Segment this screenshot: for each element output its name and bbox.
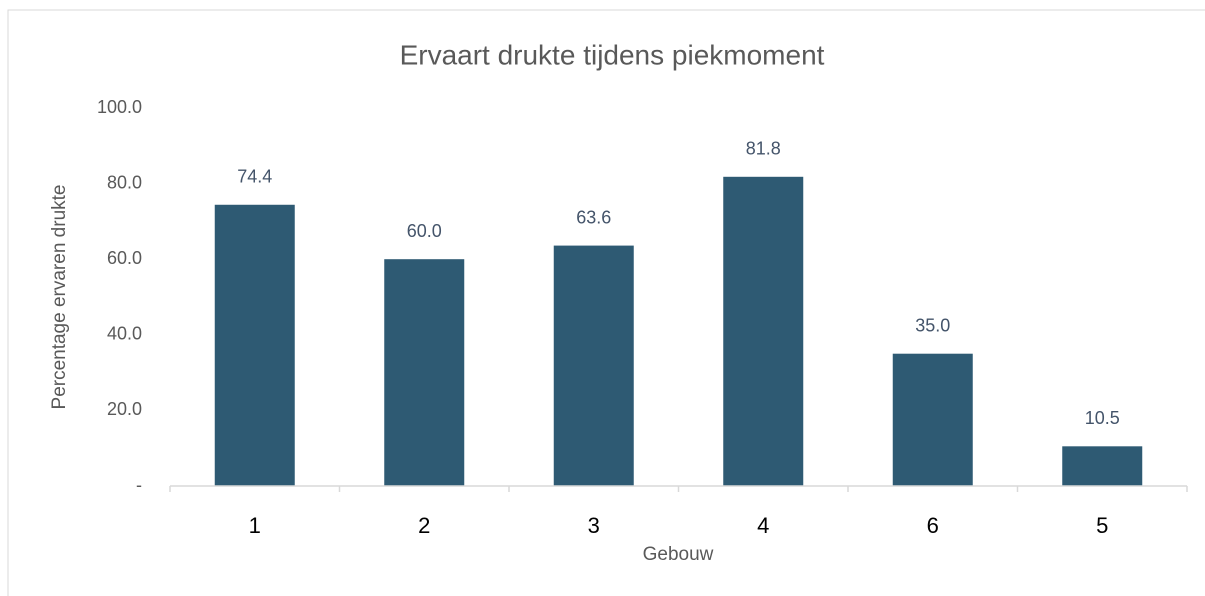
bar: [553, 245, 634, 486]
y-tick-label: 100.0: [97, 97, 142, 117]
y-axis-label: Percentage ervaren drukte: [49, 185, 70, 410]
x-tick-label: 4: [757, 513, 769, 538]
x-axis-label: Gebouw: [643, 544, 714, 565]
bar: [723, 176, 804, 486]
x-tick-label: 5: [1096, 513, 1108, 538]
y-tick-label: -: [136, 475, 142, 495]
data-label: 60.0: [407, 221, 442, 241]
x-tick-label: 6: [927, 513, 939, 538]
y-tick-label: 20.0: [107, 399, 142, 419]
x-tick-label: 2: [418, 513, 430, 538]
bar: [892, 353, 973, 486]
y-tick-label: 80.0: [107, 172, 142, 192]
x-tick-label: 1: [249, 513, 261, 538]
y-tick-label: 40.0: [107, 324, 142, 344]
bar: [1062, 446, 1143, 486]
data-label: 74.4: [237, 167, 272, 187]
data-label: 10.5: [1085, 408, 1120, 428]
bar: [384, 259, 465, 486]
y-tick-label: 60.0: [107, 248, 142, 268]
x-tick-label: 3: [588, 513, 600, 538]
data-label: 35.0: [915, 315, 950, 335]
chart-title: Ervaart drukte tijdens piekmoment: [400, 39, 825, 70]
data-label: 63.6: [576, 207, 611, 227]
data-label: 81.8: [746, 139, 781, 159]
bar: [214, 204, 295, 486]
